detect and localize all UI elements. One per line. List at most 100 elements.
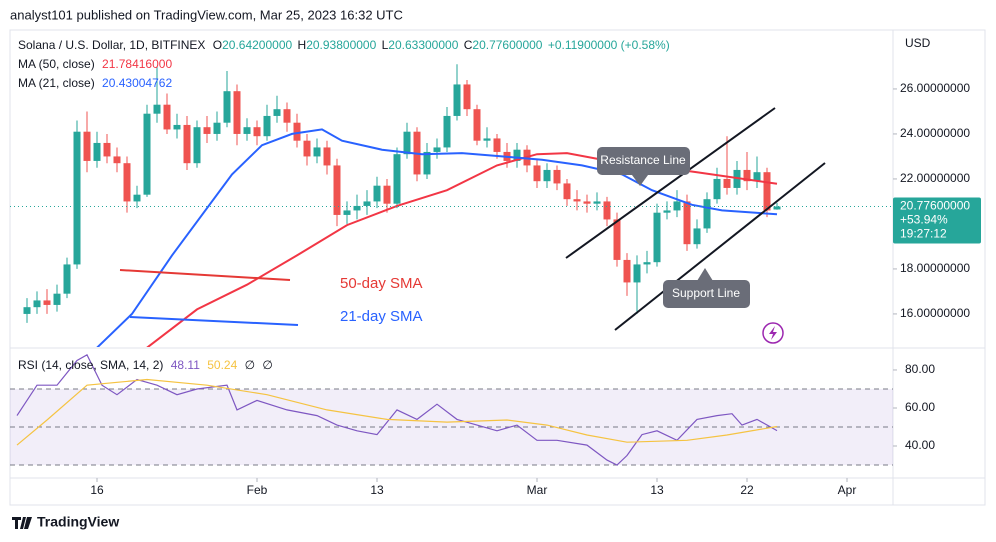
candle-body	[403, 131, 411, 155]
candle-body	[563, 183, 571, 200]
logo	[12, 517, 32, 529]
ohlc-value: 20.77600000	[472, 38, 542, 52]
candle-body	[743, 169, 751, 182]
candle-body	[133, 194, 141, 202]
candle-body	[163, 104, 171, 130]
channel-upper	[565, 107, 776, 259]
candle-body	[493, 138, 501, 152]
legend-extra: ∅	[262, 358, 272, 372]
candle-body	[363, 201, 371, 206]
x-tick-label: Apr	[838, 483, 857, 497]
line	[96, 128, 778, 347]
symbol-title: Solana / U.S. Dollar, 1D, BITFINEX	[18, 38, 205, 52]
rsi-legend: RSI (14, close, SMA, 14, 2) 48.11 50.24 …	[18, 358, 273, 372]
candle-body	[663, 210, 671, 213]
rsi-title: RSI (14, close, SMA, 14, 2)	[18, 358, 163, 372]
candle-body	[63, 264, 71, 294]
frame	[9, 29, 986, 506]
candle-body	[83, 131, 91, 161]
countdown: 19:27:12	[900, 227, 947, 241]
change-badge: +53.94%	[900, 213, 948, 227]
candle-body	[573, 199, 581, 202]
candle-body	[243, 127, 251, 134]
candle-body	[643, 262, 651, 265]
channel-lower	[614, 162, 826, 331]
ohlc-value: 20.64200000	[222, 38, 292, 52]
brand: TradingView	[37, 514, 119, 530]
plot: 16.00000000 18.00000000 22.00000000 24.0000…	[10, 64, 981, 497]
candle-body	[703, 199, 711, 229]
candle-body	[293, 122, 301, 141]
candle-body	[673, 201, 681, 211]
candle-body	[443, 115, 451, 148]
legend-value: 21.78416000	[102, 57, 172, 71]
x-tick-label: 13	[370, 483, 384, 497]
x-tick-label: 13	[650, 483, 664, 497]
y-tick-label: 80.00	[905, 362, 935, 376]
candle-body	[143, 113, 151, 195]
candle-body	[33, 300, 41, 308]
last-price-label: 20.77600000	[900, 199, 970, 213]
candle-body	[213, 122, 221, 134]
ohlc-value: 20.93800000	[306, 38, 376, 52]
ma-legend: MA (21, close) 20.43004762	[18, 76, 172, 90]
candle-body	[283, 109, 291, 123]
sma50-pointer	[119, 269, 291, 281]
candle-body	[623, 259, 631, 283]
legend-name: MA (21, close)	[18, 76, 95, 90]
candle-body	[233, 91, 241, 134]
candle-body	[763, 172, 771, 211]
candle-body	[433, 147, 441, 152]
candle-body	[303, 140, 311, 157]
candle-body	[473, 109, 481, 141]
candle-body	[483, 138, 491, 141]
y-tick-label: 22.00000000	[900, 171, 970, 185]
candle-body	[613, 219, 621, 260]
candle-body	[713, 178, 721, 200]
x-tick-label: Mar	[527, 483, 548, 497]
candle-body	[723, 178, 731, 188]
x-tick-label: 16	[90, 483, 104, 497]
candle-body	[533, 165, 541, 182]
ohlc-key: L	[382, 38, 389, 52]
candle-body	[153, 104, 161, 114]
candle-body	[513, 149, 521, 161]
candles	[23, 64, 781, 323]
candle-body	[73, 131, 81, 265]
resistance-callout: Resistance Line	[597, 147, 690, 186]
candle-body	[693, 228, 701, 245]
candle-body	[583, 201, 591, 204]
y-tick-label: 18.00000000	[900, 261, 970, 275]
callout-box	[663, 280, 750, 308]
candle-body	[263, 115, 271, 137]
annotation: 21-day SMA	[340, 308, 423, 325]
candle-body	[423, 151, 431, 175]
candle-body	[113, 156, 121, 164]
symbol-legend: Solana / U.S. Dollar, 1D, BITFINEX O20.6…	[18, 38, 670, 52]
ma-legend: MA (50, close) 21.78416000	[18, 57, 172, 71]
alert-icon	[762, 322, 784, 344]
legend-extra: ∅	[245, 358, 255, 372]
candle-body	[553, 169, 561, 184]
ohlc-key: C	[464, 38, 473, 52]
candle-body	[173, 124, 181, 130]
candle-body	[323, 147, 331, 166]
candle-body	[313, 147, 321, 157]
candle-body	[343, 210, 351, 215]
ohlc-value: 20.63300000	[388, 38, 458, 52]
last-price-box	[893, 197, 981, 244]
callout-box	[597, 147, 690, 175]
candle-body	[773, 206, 781, 210]
candle-body	[23, 307, 31, 314]
candle-body	[353, 205, 361, 211]
x-tick-label: Feb	[247, 483, 268, 497]
candle-body	[333, 165, 341, 215]
candle-body	[393, 154, 401, 204]
change: +0.11900000 (+0.58%)	[548, 38, 670, 52]
line	[16, 378, 778, 446]
candle-body	[223, 91, 231, 123]
legend-value: 48.11	[171, 358, 200, 372]
legend-name: MA (50, close)	[18, 57, 95, 71]
